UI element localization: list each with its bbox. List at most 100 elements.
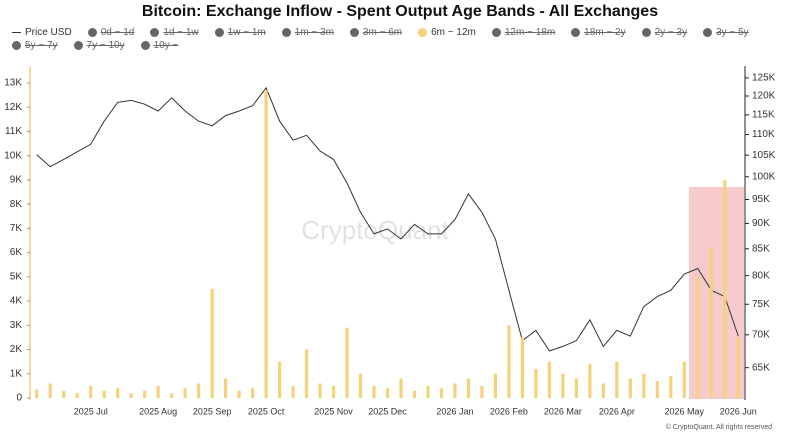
legend-label: Price USD (25, 27, 72, 38)
bar (264, 90, 268, 398)
legend-label: 7y ~ 10y (86, 40, 125, 51)
x-tick-label: 2026 Mar (544, 406, 582, 416)
legend-label: 18m ~ 2y (584, 27, 626, 38)
legend-item[interactable]: 5y ~ 7y (12, 40, 58, 51)
bar (507, 325, 511, 398)
bar (547, 361, 551, 398)
bar (197, 383, 201, 398)
x-tick-label: 2025 Nov (314, 406, 353, 416)
legend-marker (214, 28, 224, 37)
legend-item[interactable]: 0d ~ 1d (87, 27, 134, 38)
y-tick-label: 7K (10, 223, 23, 234)
legend-item[interactable]: 7y ~ 10y (73, 40, 125, 51)
bar (642, 373, 646, 398)
y-tick-label: 3K (10, 320, 23, 331)
bar (224, 378, 228, 398)
bar (372, 385, 376, 398)
bar (520, 337, 525, 398)
bar (480, 385, 484, 398)
bar (669, 376, 673, 398)
legend-item[interactable]: 3m ~ 6m (349, 27, 403, 38)
legend-marker (150, 28, 160, 37)
legend-marker (140, 41, 150, 50)
bar (35, 389, 39, 398)
bar (170, 393, 174, 398)
price-line (36, 86, 739, 352)
legend-label: 6m ~ 12m (431, 27, 476, 38)
bar (237, 390, 241, 398)
y-tick-label: 13K (4, 78, 22, 89)
bar (601, 383, 605, 398)
x-tick-label: 2025 Aug (139, 406, 177, 416)
bar (399, 378, 403, 398)
x-tick-label: 2026 Apr (599, 406, 635, 416)
y2-tick-label: 65K (752, 362, 770, 373)
bar (628, 378, 632, 398)
y-tick-label: 9K (10, 175, 23, 186)
y2-tick-label: 80K (752, 270, 770, 281)
bar (588, 364, 592, 398)
bar (453, 383, 457, 398)
y2-tick-label: 120K (752, 91, 776, 102)
bar (736, 337, 740, 398)
watermark: CryptoQuant (301, 215, 449, 245)
legend-marker (491, 28, 501, 37)
bar (156, 385, 160, 398)
legend-label: 1m ~ 3m (294, 27, 334, 38)
bar (466, 378, 471, 398)
legend-item[interactable]: 6m ~ 12m (418, 27, 476, 38)
bar (129, 393, 133, 398)
bar (426, 385, 430, 398)
y-tick-label: 4K (10, 296, 23, 307)
legend-marker (571, 28, 581, 37)
legend-item[interactable]: 10y ~ (140, 40, 179, 51)
bar (709, 247, 713, 398)
y2-tick-label: 115K (752, 109, 775, 120)
legend-item[interactable]: 1w ~ 1m (214, 27, 266, 38)
legend: Price USD 0d ~ 1d 1d ~ 1w 1w ~ 1m 1m ~ 3m 3m … (12, 27, 782, 51)
y-tick-label: 5K (10, 271, 23, 282)
bar (102, 390, 106, 398)
bar (250, 388, 255, 398)
legend-item[interactable]: Price USD (12, 27, 72, 38)
bar (534, 368, 538, 398)
y2-tick-label: 95K (752, 194, 770, 205)
legend-label: 12m ~ 18m (504, 27, 556, 38)
x-tick-label: 2025 Dec (368, 406, 407, 416)
bar (615, 361, 619, 398)
bar (696, 276, 700, 398)
y2-tick-label: 125K (752, 73, 776, 84)
chart-title: Bitcoin: Exchange Inflow - Spent Output … (141, 3, 659, 20)
x-tick-label: 2026 Jan (436, 406, 473, 416)
y-tick-label: 11K (5, 126, 22, 137)
y2-tick-label: 90K (752, 218, 770, 229)
legend-item[interactable]: 2y ~ 3y (641, 27, 687, 38)
bar (723, 179, 727, 398)
legend-label: 1d ~ 1w (163, 27, 199, 38)
y2-tick-label: 105K (752, 150, 776, 161)
bar (493, 373, 498, 398)
legend-item[interactable]: 18m ~ 2y (571, 27, 626, 38)
legend-item[interactable]: 12m ~ 18m (491, 27, 556, 38)
legend-label: 3m ~ 6m (362, 27, 403, 38)
legend-marker (12, 41, 21, 50)
y-tick-label: 10K (4, 150, 22, 161)
legend-marker (703, 28, 713, 37)
legend-item[interactable]: 1m ~ 3m (281, 27, 334, 38)
y2-tick-label: 85K (752, 243, 770, 254)
legend-label: 3y ~ 5y (716, 27, 749, 38)
bar (358, 373, 363, 398)
bar (574, 378, 578, 398)
legend-item[interactable]: 1d ~ 1w (150, 27, 199, 38)
bar (385, 388, 390, 398)
x-tick-label: 2026 May (665, 406, 705, 416)
legend-item[interactable]: 3y ~ 5y (703, 27, 749, 38)
legend-marker (73, 41, 83, 50)
legend-label: 5y ~ 7y (25, 40, 58, 51)
x-tick-label: 2026 Feb (490, 406, 528, 416)
bar (183, 388, 187, 398)
y2-tick-label: 110K (752, 129, 775, 140)
bar (116, 388, 120, 398)
legend-label: 10y ~ (153, 40, 179, 51)
